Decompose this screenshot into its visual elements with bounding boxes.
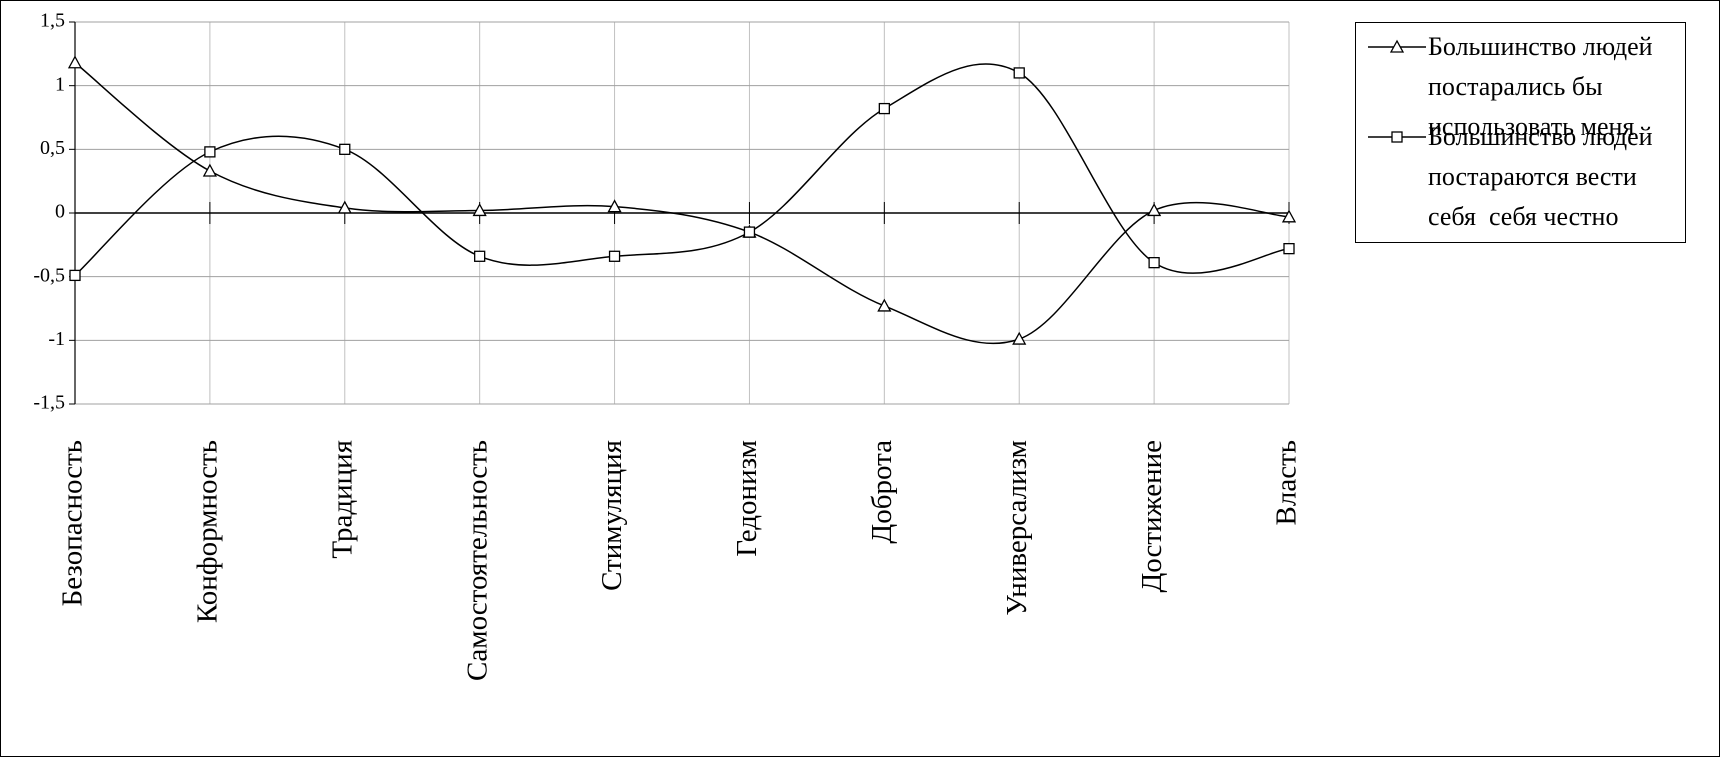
x-tick-label: Стимуляция	[596, 440, 628, 591]
data-point	[67, 55, 83, 69]
x-tick-label: Традиция	[326, 440, 358, 559]
data-point	[337, 200, 352, 214]
data-point	[472, 203, 487, 217]
legend-label: Большинство людей постараются вести себя…	[1428, 122, 1660, 231]
y-tick-label: 0	[55, 201, 65, 223]
series-line	[74, 63, 1290, 276]
data-point	[1283, 243, 1295, 255]
legend-label: Большинство людей постарались бы использ…	[1428, 32, 1660, 141]
data-point	[878, 102, 890, 115]
x-tick-label: Гедонизм	[731, 440, 763, 557]
data-point	[877, 298, 892, 312]
data-point	[608, 250, 621, 262]
x-tick-label: Самостоятельность	[461, 440, 493, 681]
data-point	[1147, 203, 1162, 217]
x-tick-label: Власть	[1271, 440, 1303, 525]
y-tick-label: -1,5	[33, 392, 65, 414]
data-point	[1281, 209, 1297, 223]
x-tick-label: Безопасность	[57, 440, 89, 606]
data-point	[474, 250, 486, 262]
legend-swatch	[1368, 131, 1426, 143]
data-point	[339, 143, 351, 155]
data-point	[607, 199, 622, 213]
x-tick-label: Доброта	[866, 440, 898, 544]
y-tick-label: 1	[55, 73, 65, 95]
data-point	[1012, 331, 1027, 345]
data-point	[204, 146, 216, 158]
series-line	[74, 62, 1290, 345]
legend-swatch	[1368, 39, 1426, 53]
data-point	[69, 269, 81, 282]
data-point	[743, 226, 756, 238]
y-tick-label: -0,5	[33, 264, 65, 286]
data-point	[1148, 257, 1160, 269]
legend: Большинство людей постарались бы использ…	[1355, 22, 1686, 243]
legend-marker	[1391, 131, 1403, 143]
data-point	[202, 163, 217, 177]
y-tick-label: 0,5	[40, 137, 65, 159]
x-tick-label: Универсализм	[1001, 440, 1033, 616]
data-point	[1013, 67, 1025, 79]
y-tick-label: -1	[48, 328, 65, 350]
y-tick-label: 1,5	[40, 10, 65, 32]
legend-marker	[1389, 39, 1405, 53]
x-tick-label: Достижение	[1136, 440, 1168, 593]
x-tick-label: Конформность	[192, 440, 224, 623]
